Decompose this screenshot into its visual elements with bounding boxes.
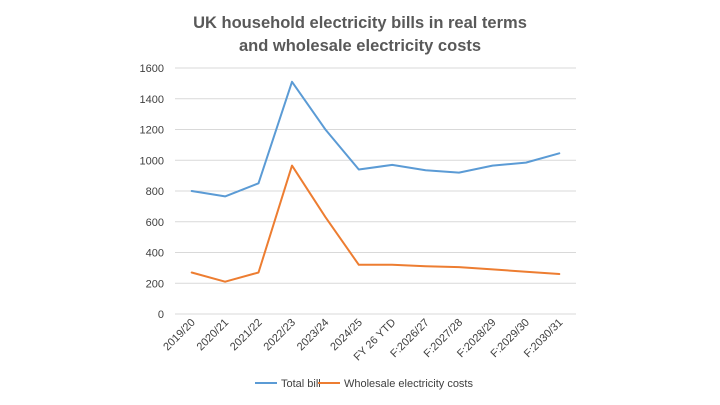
gridlines <box>175 67 576 315</box>
y-tick-label: 1200 <box>140 125 164 137</box>
x-tick-label: 2019/20 <box>161 317 198 354</box>
series-line-wholesale-electricity-costs <box>190 164 561 283</box>
legend-label: Total bill <box>281 378 321 390</box>
chart-title-line-1: UK household electricity bills in real t… <box>193 14 527 32</box>
y-tick-label: 1400 <box>140 94 164 106</box>
y-tick-label: 0 <box>158 309 164 321</box>
y-tick-label: 200 <box>146 278 164 290</box>
x-tick-label: 2020/21 <box>195 317 232 354</box>
x-tick-label: 2023/24 <box>295 317 332 354</box>
legend: Total bill Wholesale electricity costs <box>255 378 473 390</box>
y-tick-label: 600 <box>146 217 164 229</box>
y-tick-label: 1600 <box>140 63 164 75</box>
x-tick-label: 2021/22 <box>228 317 265 354</box>
y-tick-label: 800 <box>146 186 164 198</box>
chart-title-line-2: and wholesale electricity costs <box>239 37 481 55</box>
y-tick-label: 400 <box>146 248 164 260</box>
x-tick-label: 2022/23 <box>261 317 298 354</box>
legend-label: Wholesale electricity costs <box>344 378 473 390</box>
chart-title: UK household electricity bills in real t… <box>193 14 527 55</box>
series-line-total-bill <box>190 80 561 198</box>
x-axis-ticks: 2019/202020/212021/222022/232023/242024/… <box>161 317 565 364</box>
series-lines <box>190 80 561 283</box>
y-axis-ticks: 0 200 400 600 800 1000 1200 1400 1600 <box>140 63 164 321</box>
y-tick-label: 1000 <box>140 155 164 167</box>
